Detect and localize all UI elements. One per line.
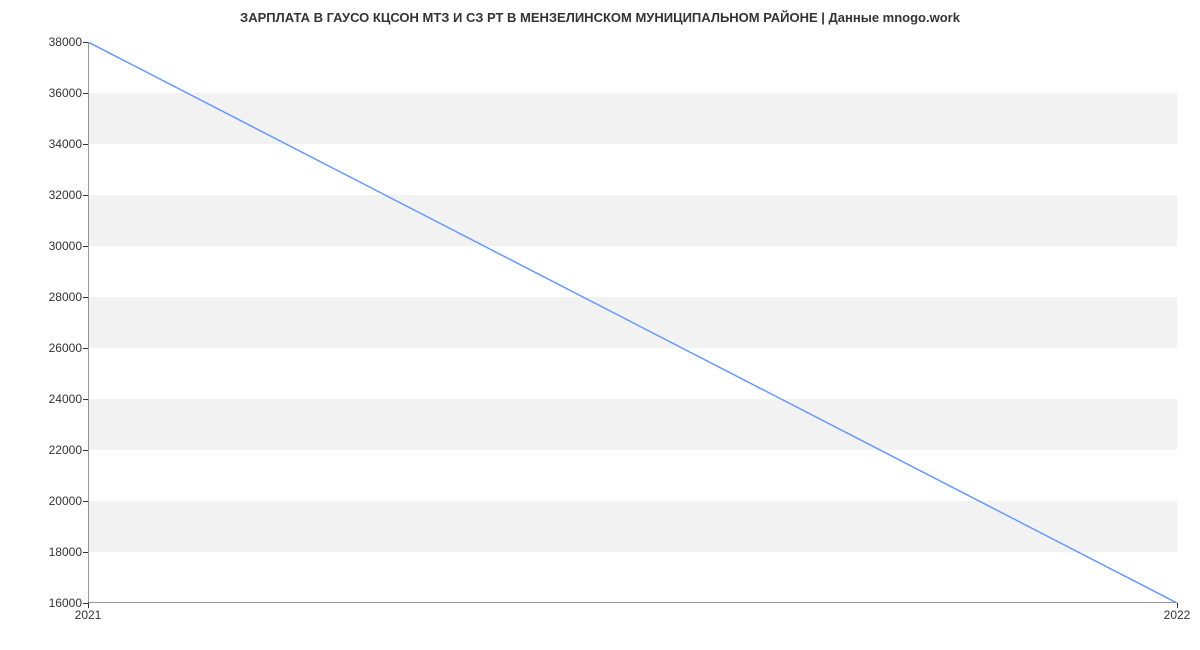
grid-band	[88, 501, 1177, 552]
grid-band	[88, 399, 1177, 450]
y-tick-mark	[83, 42, 88, 43]
y-tick-label: 38000	[49, 35, 82, 49]
grid-band	[88, 552, 1177, 603]
chart-title: ЗАРПЛАТА В ГАУСО КЦСОН МТЗ И СЗ РТ В МЕН…	[0, 10, 1200, 25]
plot-area	[88, 42, 1177, 603]
y-tick-label: 20000	[49, 494, 82, 508]
y-tick-label: 32000	[49, 188, 82, 202]
y-tick-mark	[83, 501, 88, 502]
x-tick-mark	[1177, 603, 1178, 608]
x-tick-label: 2021	[75, 608, 102, 622]
y-tick-mark	[83, 552, 88, 553]
y-tick-label: 34000	[49, 137, 82, 151]
grid-band	[88, 42, 1177, 93]
y-tick-label: 22000	[49, 443, 82, 457]
y-tick-mark	[83, 348, 88, 349]
y-tick-label: 26000	[49, 341, 82, 355]
grid-band	[88, 348, 1177, 399]
y-tick-mark	[83, 297, 88, 298]
y-tick-mark	[83, 195, 88, 196]
y-tick-mark	[83, 246, 88, 247]
y-tick-mark	[83, 93, 88, 94]
y-tick-label: 24000	[49, 392, 82, 406]
x-tick-mark	[88, 603, 89, 608]
y-tick-mark	[83, 399, 88, 400]
x-tick-label: 2022	[1164, 608, 1191, 622]
grid-band	[88, 246, 1177, 297]
grid-band	[88, 93, 1177, 144]
y-tick-label: 28000	[49, 290, 82, 304]
y-tick-label: 18000	[49, 545, 82, 559]
y-tick-label: 36000	[49, 86, 82, 100]
y-tick-mark	[83, 144, 88, 145]
grid-band	[88, 450, 1177, 501]
y-tick-label: 30000	[49, 239, 82, 253]
y-tick-mark	[83, 450, 88, 451]
grid-band	[88, 195, 1177, 246]
grid-band	[88, 144, 1177, 195]
